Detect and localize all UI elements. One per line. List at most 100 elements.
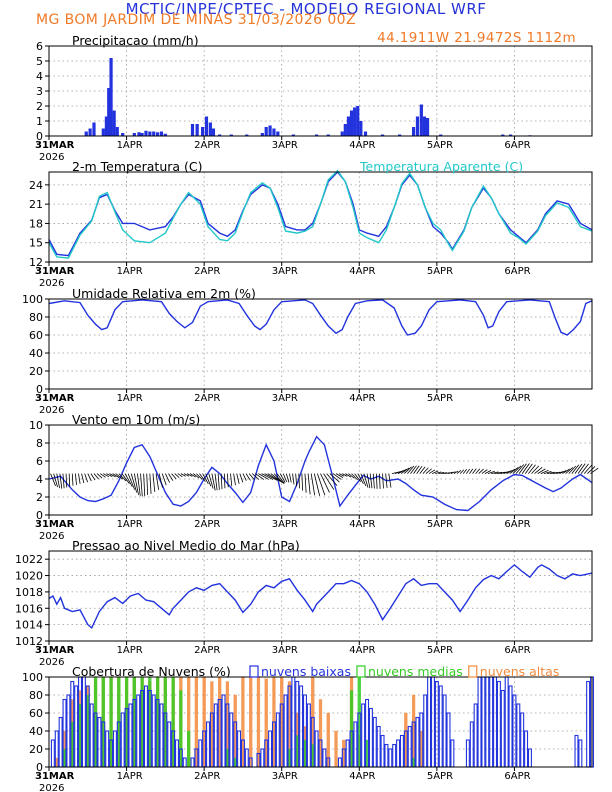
wind-barb bbox=[304, 473, 307, 493]
wind-barb bbox=[267, 473, 281, 482]
wind-barb bbox=[87, 473, 92, 482]
cloud-bar-nuvens-baixas bbox=[244, 748, 249, 768]
wind-barb bbox=[292, 473, 295, 485]
cloud-bar-nuvens-baixas bbox=[50, 739, 55, 768]
wind-barb bbox=[416, 465, 423, 474]
x-tick-label: 5APR bbox=[427, 645, 453, 656]
cloud-bar-nuvens-baixas bbox=[423, 694, 428, 768]
wind-barb bbox=[112, 473, 120, 478]
wind-barb bbox=[124, 473, 133, 487]
wind-barb bbox=[276, 473, 285, 484]
precip-bar bbox=[148, 131, 152, 136]
cloud-bar-nuvens-baixas bbox=[384, 743, 389, 768]
cloud-bar-nuvens-baixas bbox=[407, 725, 412, 768]
clouds-panel: 0 20 40 60 80 100 31MAR 1APR 2APR 3APR 4APR 5APR 6AP… bbox=[22, 664, 595, 792]
wind-barb bbox=[366, 473, 371, 489]
wind-barb bbox=[546, 471, 555, 474]
wind-barb bbox=[193, 473, 200, 479]
wind-barb bbox=[338, 473, 345, 477]
wind-barb bbox=[233, 473, 236, 486]
precip-bar bbox=[326, 134, 330, 136]
x-tick-label: 2APR bbox=[194, 771, 220, 782]
cloud-bar-nuvens-baixas bbox=[221, 694, 226, 768]
cloud-bar-nuvens-baixas bbox=[481, 676, 486, 768]
wind-barb bbox=[447, 471, 453, 474]
precip-bar bbox=[276, 131, 280, 136]
x-year-label: 2026 bbox=[39, 152, 64, 163]
cloud-bar-nuvens-altas bbox=[334, 730, 338, 768]
precip-bar bbox=[380, 134, 385, 136]
wind-barb bbox=[481, 469, 488, 474]
precip-bar bbox=[137, 132, 141, 136]
wind-barb bbox=[407, 465, 415, 474]
precip-bar bbox=[425, 118, 430, 136]
x-year-label: 2026 bbox=[39, 783, 64, 792]
wind-barb bbox=[528, 464, 536, 474]
cloud-bar-nuvens-baixas bbox=[493, 676, 498, 768]
cloud-bar-nuvens-baixas bbox=[337, 757, 342, 768]
cloud-bar-nuvens-baixas bbox=[306, 703, 311, 768]
wind-barb bbox=[428, 469, 436, 474]
wind-barb bbox=[199, 473, 206, 482]
precip-bar bbox=[419, 104, 423, 136]
wind-barb bbox=[422, 467, 429, 474]
y-tick-label: 60 bbox=[29, 707, 43, 720]
x-tick-label: 3APR bbox=[272, 519, 298, 530]
cloud-bar-nuvens-baixas bbox=[159, 703, 164, 768]
wind-barb bbox=[435, 471, 442, 474]
wind-barb bbox=[317, 473, 326, 496]
x-tick-label: 1APR bbox=[117, 140, 143, 151]
wind-barb bbox=[258, 473, 269, 480]
wind-barb bbox=[540, 469, 549, 474]
wind-barb bbox=[357, 473, 364, 485]
temp-panel: 12 15 18 21 24 31MAR 1APR 2APR 3APR 4APR 5APR 6APR 2… bbox=[29, 159, 593, 289]
y-tick-label: 8 bbox=[36, 437, 43, 450]
wind-barb bbox=[146, 473, 149, 496]
precip-bar bbox=[163, 133, 167, 136]
precip-bar bbox=[415, 116, 420, 136]
cloud-bar-nuvens-baixas bbox=[396, 739, 401, 768]
precip-bar bbox=[156, 132, 160, 136]
wind-barb bbox=[279, 473, 286, 483]
wind-barb bbox=[453, 470, 459, 474]
wind-barb bbox=[484, 470, 492, 474]
cloud-bar-nuvens-baixas bbox=[143, 685, 148, 768]
precip-bar bbox=[121, 133, 125, 136]
wind-barb bbox=[189, 473, 196, 478]
cloud-bar-nuvens-baixas bbox=[415, 716, 420, 768]
wind-barb bbox=[587, 466, 596, 474]
cloud-bar-nuvens-baixas bbox=[450, 739, 455, 768]
wind-barb bbox=[329, 473, 340, 483]
cloud-bar-nuvens-baixas bbox=[361, 703, 366, 768]
cloud-bar-nuvens-baixas bbox=[446, 712, 451, 768]
wind-barb bbox=[298, 473, 300, 489]
wind-barb bbox=[515, 464, 525, 474]
wind-barb bbox=[180, 473, 186, 477]
wind-barb bbox=[531, 465, 540, 474]
cloud-bar-nuvens-baixas bbox=[430, 676, 435, 768]
x-tick-label: 3APR bbox=[272, 645, 298, 656]
x-tick-label: 2APR bbox=[194, 645, 220, 656]
precip-bar bbox=[340, 131, 344, 136]
wind-barb bbox=[574, 463, 583, 474]
precip-bar bbox=[190, 124, 195, 136]
chart-header: MCTIC/INPE/CPTEC - MODELO REGIONAL WRF M… bbox=[0, 0, 612, 46]
cloud-bar-nuvens-baixas bbox=[392, 743, 397, 768]
cloud-bar-nuvens-baixas bbox=[489, 676, 494, 768]
wind-barb bbox=[84, 473, 89, 483]
x-tick-label: 6APR bbox=[504, 266, 530, 277]
precip-bar bbox=[112, 110, 116, 136]
wind-barb bbox=[326, 473, 338, 486]
wind-barb bbox=[164, 473, 171, 483]
pressure-frame bbox=[48, 550, 593, 642]
legend-nuvens-medias: nuvens medias bbox=[368, 664, 463, 679]
wind-barb bbox=[375, 473, 378, 489]
pressure-series-line bbox=[48, 563, 593, 630]
y-tick-label: 4 bbox=[36, 70, 43, 83]
wind-barb bbox=[109, 473, 116, 478]
wind-barb bbox=[115, 473, 123, 480]
wind-barb bbox=[155, 473, 160, 490]
wind-barb bbox=[223, 473, 226, 489]
precip-bar bbox=[398, 134, 402, 136]
x-tick-label: 31MAR bbox=[35, 645, 75, 656]
